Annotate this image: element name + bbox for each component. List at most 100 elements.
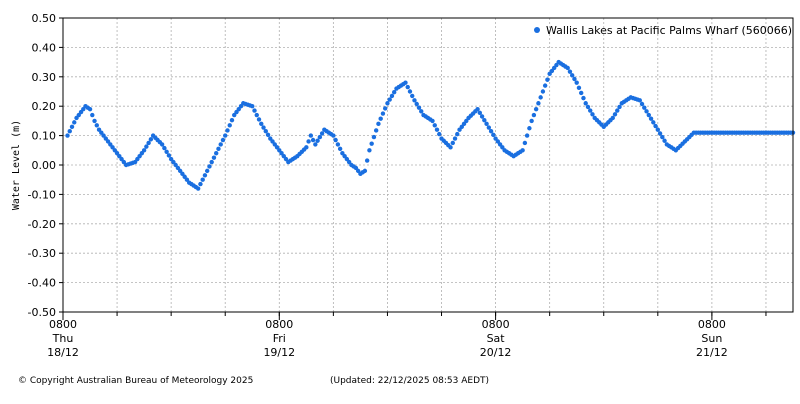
data-point — [644, 109, 649, 114]
data-point — [581, 95, 586, 101]
x-tick-date: 21/12 — [696, 346, 728, 359]
data-point — [452, 136, 458, 141]
data-point — [612, 112, 618, 117]
data-point — [479, 114, 485, 119]
data-point — [263, 128, 268, 134]
data-point — [576, 85, 582, 91]
data-point — [412, 98, 417, 103]
data-point — [387, 97, 392, 102]
data-point — [410, 93, 415, 99]
data-point — [65, 133, 70, 138]
data-point — [477, 110, 483, 116]
x-tick-date: 20/12 — [480, 346, 512, 359]
data-point — [482, 117, 487, 123]
x-tick-time: 0800 — [698, 318, 726, 331]
data-point — [642, 105, 647, 110]
data-point — [392, 90, 397, 95]
y-tick-label: -0.40 — [28, 277, 56, 290]
data-point — [637, 98, 642, 103]
y-axis-label: Water Level (m) — [11, 120, 22, 210]
data-point — [225, 128, 230, 133]
legend-marker — [534, 27, 540, 33]
data-point — [141, 148, 147, 153]
data-point — [214, 151, 219, 156]
data-point — [615, 108, 620, 113]
data-point — [545, 77, 550, 82]
data-point — [529, 118, 534, 124]
data-point — [252, 108, 257, 113]
data-point — [310, 137, 316, 143]
legend: Wallis Lakes at Pacific Palms Wharf (560… — [534, 24, 792, 37]
data-point — [87, 106, 93, 112]
data-point — [610, 115, 615, 121]
data-point — [317, 134, 323, 140]
x-tick-day: Sun — [701, 332, 722, 345]
data-point — [69, 124, 75, 129]
x-tick-time: 0800 — [482, 318, 510, 331]
minor-ticks — [62, 312, 767, 316]
data-point — [304, 145, 309, 150]
x-tick-day: Fri — [273, 332, 286, 345]
x-tick-time: 0800 — [265, 318, 293, 331]
data-point — [414, 101, 419, 107]
data-point — [337, 146, 343, 152]
data-point — [146, 140, 151, 146]
data-point — [653, 123, 658, 129]
data-point — [651, 120, 656, 125]
data-point — [657, 131, 663, 136]
data-point — [198, 181, 203, 187]
data-point — [590, 112, 595, 117]
x-tick-time: 0800 — [49, 318, 77, 331]
data-point — [648, 116, 654, 121]
x-tick-date: 18/12 — [47, 346, 79, 359]
y-tick-label: 0.40 — [32, 41, 57, 54]
data-point — [385, 101, 390, 106]
data-point — [531, 112, 537, 118]
y-tick-label: -0.20 — [28, 218, 56, 231]
data-point — [218, 142, 223, 147]
y-tick-label: 0.30 — [32, 71, 57, 84]
data-point — [369, 141, 374, 146]
data-point — [382, 106, 388, 111]
plot-border — [62, 17, 794, 313]
data-point — [416, 105, 422, 110]
data-point — [195, 186, 201, 191]
data-point — [488, 128, 494, 134]
data-point — [373, 128, 379, 133]
data-point — [437, 131, 442, 137]
x-tick-date: 19/12 — [263, 346, 295, 359]
data-point — [371, 134, 377, 140]
data-point — [159, 142, 165, 147]
data-point — [533, 106, 539, 112]
data-point — [207, 164, 212, 169]
data-point — [491, 132, 496, 138]
y-tick-label: -0.30 — [28, 247, 56, 260]
data-point — [335, 142, 341, 147]
data-point — [144, 144, 149, 149]
data-point — [254, 112, 259, 118]
data-point — [540, 89, 546, 94]
data-points — [65, 59, 796, 191]
data-point — [403, 80, 408, 85]
data-point — [588, 108, 593, 113]
data-point — [455, 131, 460, 137]
data-point — [166, 153, 172, 158]
data-point — [229, 117, 235, 123]
data-point — [319, 131, 325, 136]
data-point — [434, 127, 440, 132]
data-point — [67, 128, 72, 134]
data-point — [308, 133, 314, 138]
data-point — [569, 73, 575, 78]
data-point — [617, 104, 622, 110]
data-point — [223, 133, 228, 138]
data-point — [405, 84, 410, 90]
data-point — [583, 101, 588, 106]
data-point — [265, 132, 271, 138]
data-point — [572, 76, 577, 82]
footer-copyright: © Copyright Australian Bureau of Meteoro… — [18, 376, 253, 386]
data-point — [484, 121, 489, 127]
data-point — [430, 118, 435, 124]
data-point — [524, 133, 530, 138]
data-point — [362, 168, 368, 174]
